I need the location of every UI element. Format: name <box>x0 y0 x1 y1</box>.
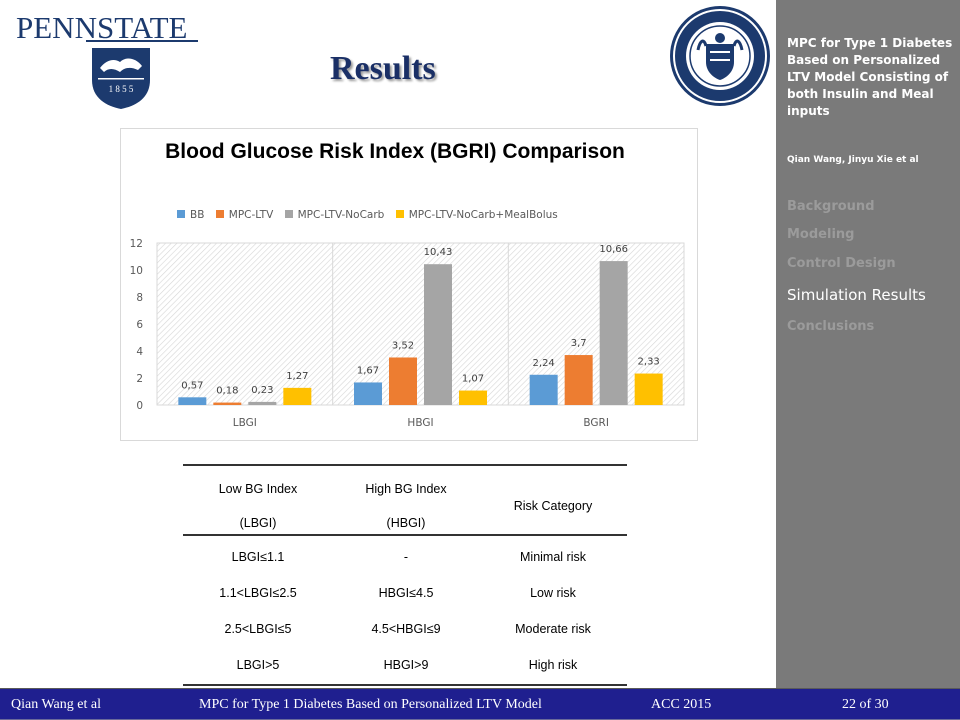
sidebar-item-simulation-results[interactable]: Simulation Results <box>787 286 926 304</box>
header-risk: Risk Category <box>513 499 593 513</box>
legend-label: BB <box>190 209 205 221</box>
bar <box>178 397 207 405</box>
table-row: 1.1<LBGI≤2.5 HBGI≤4.5 Low risk <box>183 576 627 612</box>
legend-item-mpc-ltv: MPC-LTV <box>215 209 274 221</box>
legend-label: MPC-LTV <box>228 209 274 221</box>
bar <box>248 401 277 405</box>
cell-risk: Low risk <box>530 586 576 600</box>
sidebar-item-control-design[interactable]: Control Design <box>787 256 896 271</box>
bar <box>389 357 417 405</box>
sidebar-authors: Qian Wang, Jinyu Xie et al <box>787 155 919 165</box>
footer-title: MPC for Type 1 Diabetes Based on Persona… <box>199 697 542 712</box>
table-header: Low BG Index (LBGI) High BG Index (HBGI)… <box>183 464 627 536</box>
bar <box>424 264 452 405</box>
sidebar-item-conclusions[interactable]: Conclusions <box>787 319 875 334</box>
y-tick-label: 6 <box>136 319 143 331</box>
cell-lbgi: LBGI>5 <box>236 658 280 672</box>
legend-swatch <box>395 210 404 218</box>
legend-item-mpc-ltv-nocarb: MPC-LTV-NoCarb <box>284 209 385 221</box>
header-lbgi-line2: (LBGI) <box>239 516 277 530</box>
legend-swatch <box>177 210 185 218</box>
data-label: 2,33 <box>638 357 660 368</box>
table-row: 2.5<LBGI≤5 4.5<HBGI≤9 Moderate risk <box>183 612 627 648</box>
legend-item-bb: BB <box>177 209 204 221</box>
risk-category-table: Low BG Index (LBGI) High BG Index (HBGI)… <box>183 464 627 686</box>
pennstate-logo: PENNSTATE 1 8 5 5 <box>14 8 214 109</box>
data-label: 0,23 <box>251 385 273 396</box>
cell-risk: Minimal risk <box>520 550 586 564</box>
legend-label: MPC-LTV-NoCarb <box>297 209 385 221</box>
x-tick-label: HBGI <box>407 417 433 429</box>
x-tick-label: LBGI <box>233 417 257 429</box>
logo-year: 1 8 5 5 <box>109 84 134 94</box>
bar <box>354 382 382 405</box>
bar <box>599 261 628 405</box>
bar <box>529 374 558 405</box>
y-tick-label: 10 <box>130 265 143 277</box>
logo-wordmark: PENNSTATE <box>16 10 188 45</box>
data-label: 10,66 <box>599 244 628 255</box>
legend-item-mpc-ltv-nocarb-mealbolus: MPC-LTV-NoCarb+MealBolus <box>395 209 558 221</box>
data-label: 3,7 <box>571 338 587 349</box>
footer-bar: Qian Wang et al MPC for Type 1 Diabetes … <box>0 688 960 720</box>
footer-page-number: 22 of 30 <box>842 697 889 712</box>
cell-lbgi: LBGI≤1.1 <box>231 550 285 564</box>
sidebar-presentation-title: MPC for Type 1 Diabetes Based on Persona… <box>787 36 953 118</box>
chart-title: Blood Glucose Risk Index (BGRI) Comparis… <box>165 140 625 163</box>
y-tick-label: 8 <box>136 292 143 304</box>
data-label: 1,07 <box>462 374 484 385</box>
cell-risk: Moderate risk <box>515 622 591 636</box>
sidebar-item-background[interactable]: Background <box>787 199 875 214</box>
x-tick-label: BGRI <box>583 417 609 429</box>
cell-lbgi: 1.1<LBGI≤2.5 <box>219 586 297 600</box>
y-tick-label: 4 <box>136 346 143 358</box>
data-label: 0,57 <box>181 380 203 391</box>
y-tick-label: 0 <box>136 400 143 412</box>
bar <box>283 387 312 405</box>
y-tick-label: 2 <box>136 373 143 385</box>
cell-lbgi: 2.5<LBGI≤5 <box>224 622 292 636</box>
cell-hbgi: - <box>403 550 409 564</box>
y-tick-label: 12 <box>130 238 143 250</box>
cell-hbgi: HBGI≤4.5 <box>378 586 434 600</box>
legend-label: MPC-LTV-NoCarb+MealBolus <box>408 209 558 221</box>
data-label: 10,43 <box>424 247 453 258</box>
legend-swatch <box>284 210 293 218</box>
cell-hbgi: HBGI>9 <box>383 658 429 672</box>
chart-plot: 0 2 4 6 8 10 12 0,57 0,18 0,23 1,27 LBGI 1,67 3,52 10,… <box>130 238 685 429</box>
bar <box>634 373 663 405</box>
header-hbgi-line1: High BG Index <box>365 482 447 496</box>
bar <box>564 355 593 405</box>
page-title: Results <box>330 50 436 87</box>
data-label: 3,52 <box>392 340 414 351</box>
bar <box>459 390 487 405</box>
logo-underline <box>86 40 198 42</box>
sidebar-item-modeling[interactable]: Modeling <box>787 227 855 242</box>
table-row: LBGI≤1.1 - Minimal risk <box>183 540 627 576</box>
table-row: LBGI>5 HBGI>9 High risk <box>183 648 627 686</box>
data-label: 1,27 <box>286 371 308 382</box>
plot-area <box>156 242 685 406</box>
data-label: 0,18 <box>216 386 238 397</box>
data-label: 2,24 <box>533 358 555 369</box>
bar <box>213 402 242 405</box>
bgri-chart: Blood Glucose Risk Index (BGRI) Comparis… <box>120 128 698 441</box>
university-seal-icon <box>670 6 770 106</box>
slide-content: PENNSTATE 1 8 5 5 Results Blood Glucose … <box>14 6 770 686</box>
footer-conference: ACC 2015 <box>651 697 712 712</box>
sidebar: MPC for Type 1 Diabetes Based on Persona… <box>776 0 960 688</box>
cell-risk: High risk <box>528 658 578 672</box>
header-hbgi-line2: (HBGI) <box>386 516 426 530</box>
footer-author: Qian Wang et al <box>11 697 101 712</box>
cell-hbgi: 4.5<HBGI≤9 <box>371 622 441 636</box>
chart-legend: BB MPC-LTV MPC-LTV-NoCarb MPC-LTV-NoCarb… <box>177 209 566 221</box>
header-lbgi-line1: Low BG Index <box>218 482 298 496</box>
shield-icon: 1 8 5 5 <box>92 48 150 109</box>
data-label: 1,67 <box>357 365 379 376</box>
legend-swatch <box>215 210 224 218</box>
